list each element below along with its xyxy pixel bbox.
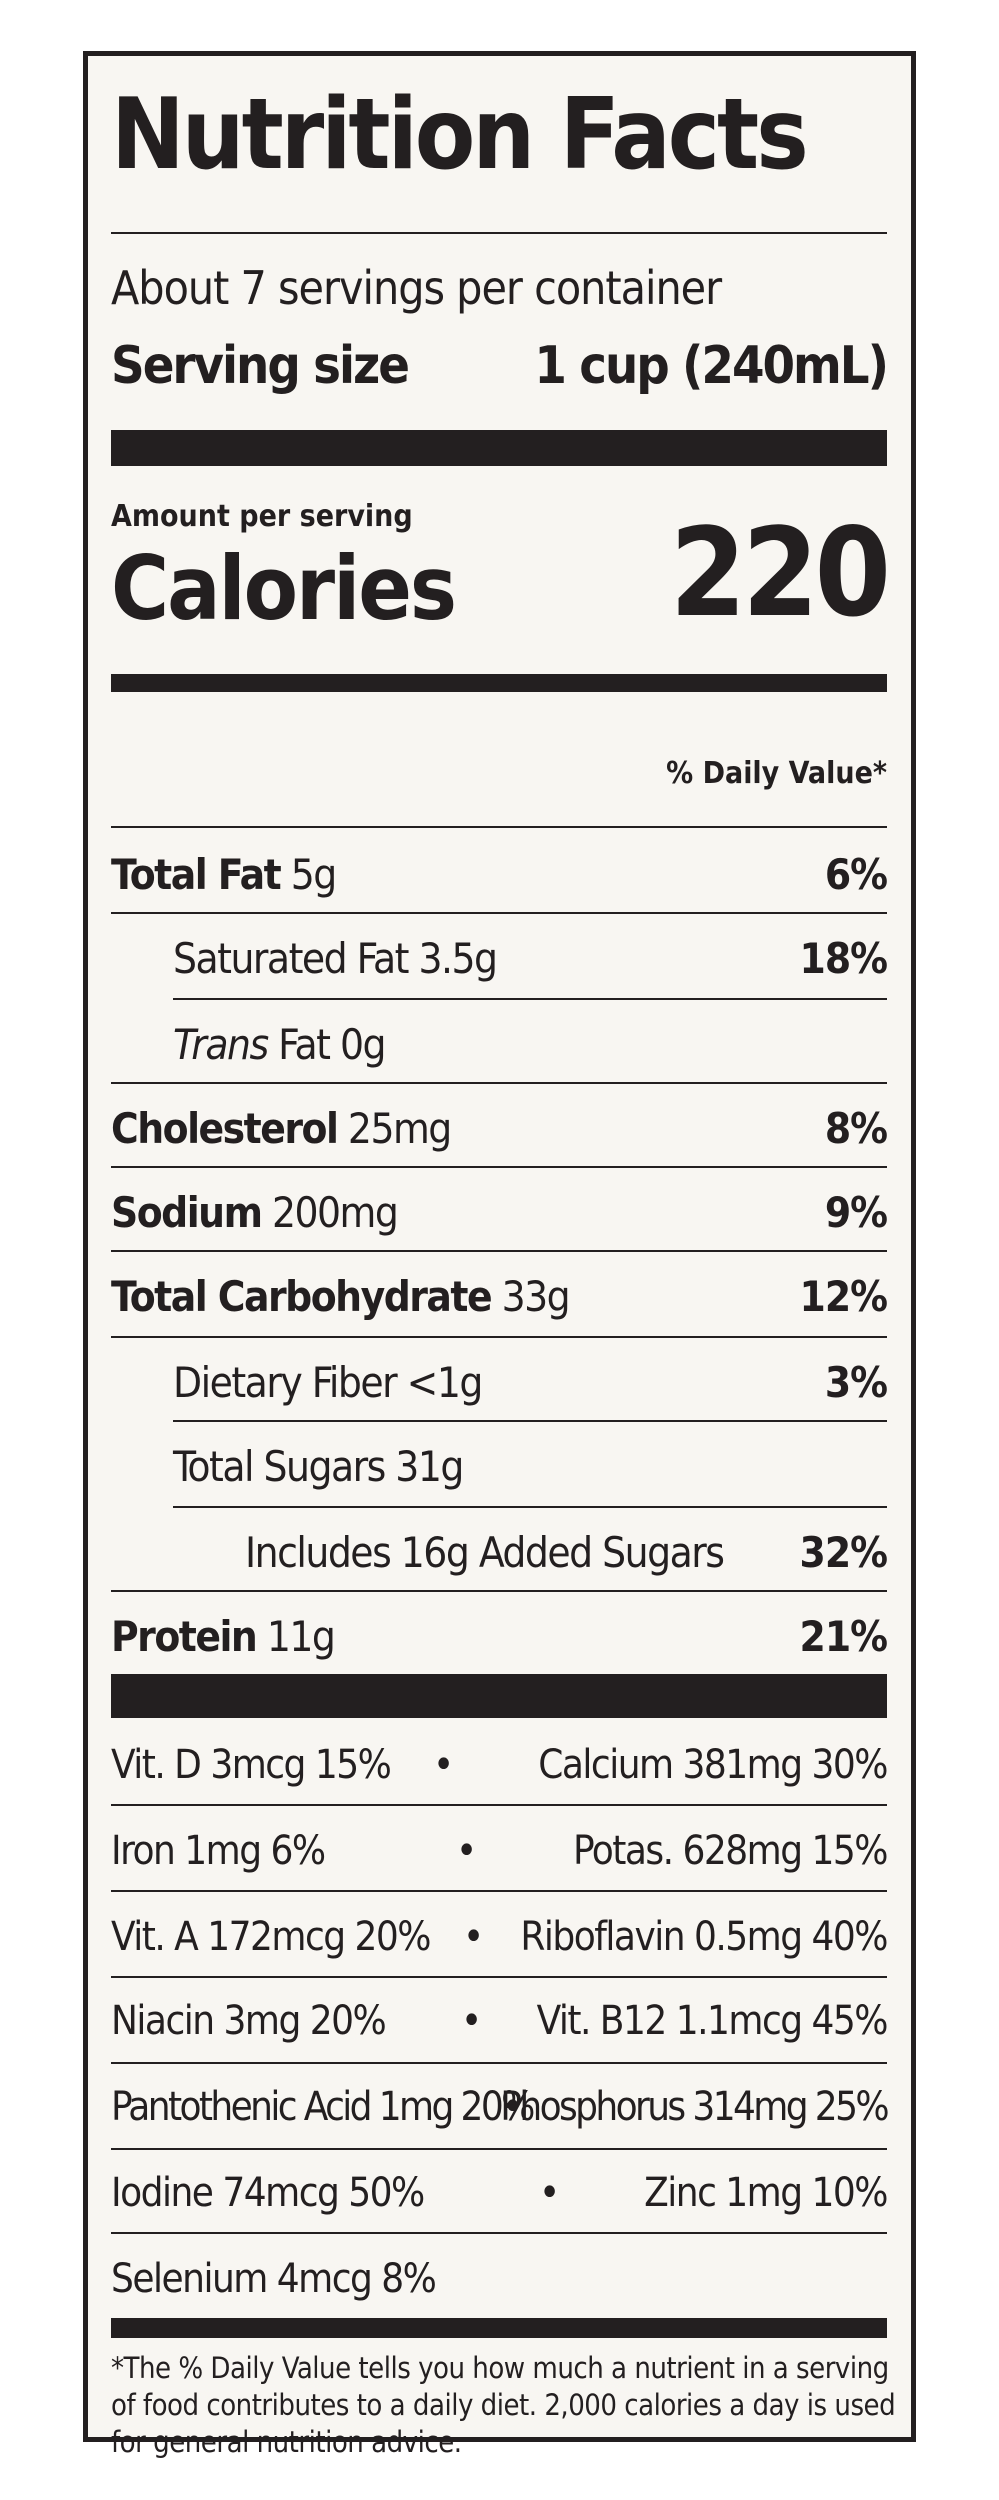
amount-per-serving: Amount per serving xyxy=(111,499,413,534)
row-divider xyxy=(111,2148,887,2150)
vitamin-left: Selenium 4mcg 8% xyxy=(111,2256,437,2302)
vitamin-right: Potas. 628mg 15% xyxy=(572,1828,889,1874)
nutrient-dv: 9% xyxy=(824,1188,888,1237)
calories-value: 220 xyxy=(669,502,891,644)
thick-bar-top xyxy=(111,430,887,466)
nutrient-dv: 18% xyxy=(799,934,888,983)
vitamin-row: Selenium 4mcg 8% xyxy=(111,2234,887,2318)
dv-divider xyxy=(111,826,887,828)
vitamin-left: Vit. D 3mcg 15% xyxy=(111,1742,392,1788)
serving-size-row: Serving size 1 cup (240mL) xyxy=(111,336,889,400)
nutrient-row-total-carbohydrate: Total Carbohydrate 33g 12% xyxy=(111,1250,888,1332)
vitamin-left: Pantothenic Acid 1mg 20% xyxy=(111,2084,535,2130)
nutrient-row-protein: Protein 11g 21% xyxy=(111,1590,888,1672)
row-divider xyxy=(111,1804,887,1806)
vitamin-row: Niacin 3mg 20% • Vit. B12 1.1mcg 45% xyxy=(111,1976,889,2060)
nutrient-row-dietary-fiber: Dietary Fiber <1g 3% xyxy=(111,1336,888,1418)
vitamin-right: Zinc 1mg 10% xyxy=(644,2170,888,2216)
vitamin-right: Vit. B12 1.1mcg 45% xyxy=(536,1998,889,2044)
vitamin-separator: • xyxy=(502,2084,523,2130)
nutrient-row-cholesterol: Cholesterol 25mg 8% xyxy=(111,1082,888,1164)
nutrient-name: Total Sugars 31g xyxy=(173,1442,464,1491)
vitamin-row: Vit. A 172mcg 20% • Riboflavin 0.5mg 40% xyxy=(111,1892,888,1976)
vitamin-row: Iron 1mg 6% • Potas. 628mg 15% xyxy=(111,1806,889,1890)
row-divider xyxy=(111,1976,887,1978)
thick-bar-calories xyxy=(111,674,887,692)
nutrient-name: Cholesterol 25mg xyxy=(111,1104,452,1153)
thick-bar-vitamins xyxy=(111,1674,887,1718)
nutrient-row-trans-fat: Trans Fat 0g xyxy=(111,998,887,1080)
vitamin-right: Riboflavin 0.5mg 40% xyxy=(520,1914,888,1960)
vitamin-left: Vit. A 172mcg 20% xyxy=(111,1914,432,1960)
vitamin-row: Pantothenic Acid 1mg 20% • Phosphorus 31… xyxy=(111,2062,890,2146)
nutrient-row-saturated-fat: Saturated Fat 3.5g 18% xyxy=(111,912,888,994)
nutrient-name: Includes 16g Added Sugars xyxy=(245,1528,725,1577)
thick-bar-bottom xyxy=(111,2318,887,2338)
calories-label: Calories xyxy=(111,537,457,640)
nutrition-label: Nutrition Facts About 7 servings per con… xyxy=(83,51,916,2459)
nutrient-dv: 12% xyxy=(799,1272,888,1321)
vitamin-row: Vit. D 3mcg 15% • Calcium 381mg 30% xyxy=(111,1720,888,1804)
vitamin-left: Niacin 3mg 20% xyxy=(111,1998,387,2044)
vitamin-row: Iodine 74mcg 50% • Zinc 1mg 10% xyxy=(111,2148,888,2232)
nutrient-dv: 8% xyxy=(824,1104,888,1153)
serving-size-value: 1 cup (240mL) xyxy=(534,336,889,396)
nutrient-row-added-sugars: Includes 16g Added Sugars 32% xyxy=(111,1506,888,1588)
row-divider xyxy=(111,2062,887,2064)
nutrient-name: Trans Fat 0g xyxy=(173,1020,387,1069)
row-divider xyxy=(111,1890,887,1892)
vitamin-left: Iron 1mg 6% xyxy=(111,1828,326,1874)
vitamin-left: Iodine 74mcg 50% xyxy=(111,2170,425,2216)
title-divider xyxy=(111,232,887,234)
vitamin-right: Phosphorus 314mg 25% xyxy=(500,2084,889,2130)
nutrient-name: Total Carbohydrate 33g xyxy=(111,1272,571,1321)
vitamin-right: Calcium 381mg 30% xyxy=(538,1742,888,1788)
vitamin-separator: • xyxy=(461,1998,482,2044)
row-divider xyxy=(111,1166,887,1168)
row-divider xyxy=(111,912,887,914)
nutrient-name: Total Fat 5g xyxy=(111,850,337,899)
nutrient-dv: 32% xyxy=(799,1528,888,1577)
vitamin-separator: • xyxy=(463,1914,484,1960)
vitamin-separator: • xyxy=(433,1742,454,1788)
nutrient-dv: 6% xyxy=(824,850,888,899)
serving-size-label: Serving size xyxy=(111,336,410,396)
row-divider xyxy=(173,998,887,1000)
vitamin-separator: • xyxy=(539,2170,560,2216)
nutrient-name: Dietary Fiber <1g xyxy=(173,1358,483,1407)
row-divider xyxy=(111,1590,887,1592)
nutrient-name: Sodium 200mg xyxy=(111,1188,399,1237)
row-divider xyxy=(111,1082,887,1084)
nutrient-row-total-sugars: Total Sugars 31g xyxy=(111,1420,887,1502)
nutrient-dv: 3% xyxy=(824,1358,888,1407)
row-divider xyxy=(173,1420,887,1422)
footnote: *The % Daily Value tells you how much a … xyxy=(111,2351,896,2460)
vitamin-separator: • xyxy=(456,1828,477,1874)
nutrient-name: Saturated Fat 3.5g xyxy=(173,934,498,983)
daily-value-header: % Daily Value* xyxy=(666,756,887,791)
nutrient-name: Protein 11g xyxy=(111,1612,336,1661)
label-content: Nutrition Facts About 7 servings per con… xyxy=(111,56,896,2459)
row-divider xyxy=(111,2232,887,2234)
nutrient-row-sodium: Sodium 200mg 9% xyxy=(111,1166,888,1248)
servings-per-container: About 7 servings per container xyxy=(111,261,722,315)
nutrient-dv: 21% xyxy=(799,1612,888,1661)
nutrient-row-total-fat: Total Fat 5g 6% xyxy=(111,828,888,910)
row-divider xyxy=(111,1336,887,1338)
label-title: Nutrition Facts xyxy=(111,78,809,192)
row-divider xyxy=(173,1506,887,1508)
row-divider xyxy=(111,1250,887,1252)
